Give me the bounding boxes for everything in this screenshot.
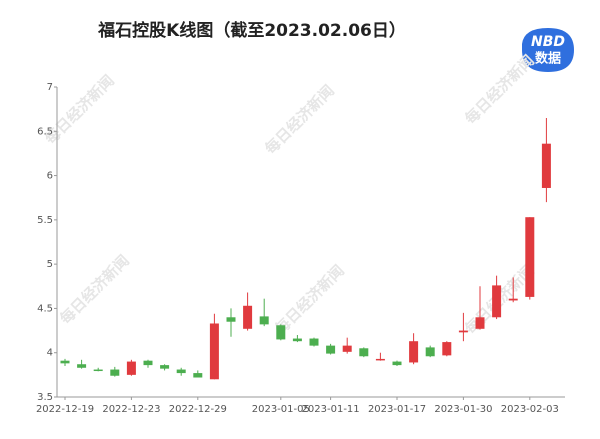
candle-body (342, 345, 352, 352)
candle-body (375, 358, 385, 361)
candle-body (292, 338, 302, 342)
candle-body (243, 305, 253, 329)
candle-body (160, 365, 170, 369)
candle-body (458, 330, 468, 333)
logo-badge (522, 28, 574, 72)
candle-body (475, 317, 485, 329)
x-tick-label: 2023-01-11 (302, 404, 360, 415)
candle-body (541, 143, 551, 188)
candle-body (276, 325, 286, 340)
x-tick-label: 2023-01-17 (368, 404, 426, 415)
y-tick-label: 7 (47, 82, 53, 93)
candle-body (110, 369, 120, 376)
candle-body (93, 369, 103, 372)
y-tick-label: 6.5 (37, 126, 53, 137)
candle-body (209, 323, 219, 380)
candle-body (392, 361, 402, 366)
x-tick-label: 2022-12-29 (169, 404, 227, 415)
chart-title: 福石控股K线图（截至2023.02.06日） (97, 20, 406, 41)
candle-body (508, 298, 518, 301)
y-tick-label: 4.5 (37, 303, 53, 314)
candle-body (77, 364, 87, 368)
candle-body (309, 338, 319, 346)
candle-body (259, 316, 269, 325)
candle-body (226, 317, 236, 322)
x-tick-label: 2022-12-23 (102, 404, 160, 415)
x-tick-label: 2023-01-30 (434, 404, 492, 415)
logo: NBD 数据 (522, 28, 574, 72)
candle-body (525, 217, 535, 297)
candle-body (143, 360, 153, 366)
candle-body (193, 373, 203, 378)
candle-body (326, 345, 336, 354)
x-tick-label: 2023-02-03 (501, 404, 559, 415)
x-tick-label: 2022-12-19 (36, 404, 94, 415)
y-tick-label: 5 (47, 259, 53, 270)
candle-body (60, 360, 70, 364)
logo-text: NBD (531, 34, 565, 50)
x-tick-label: 2023-01-05 (252, 404, 310, 415)
y-tick-label: 3.5 (37, 392, 53, 403)
candle-body (409, 341, 419, 363)
y-tick-label: 6 (47, 171, 53, 182)
candle-body (176, 369, 186, 374)
candle-body (126, 361, 136, 375)
candle-body (442, 342, 452, 356)
logo-text: 数据 (535, 51, 561, 67)
candle-body (425, 347, 435, 357)
candle-body (492, 285, 502, 318)
y-tick-label: 5.5 (37, 215, 53, 226)
y-tick-label: 4 (47, 348, 53, 359)
candle-body (359, 348, 369, 357)
